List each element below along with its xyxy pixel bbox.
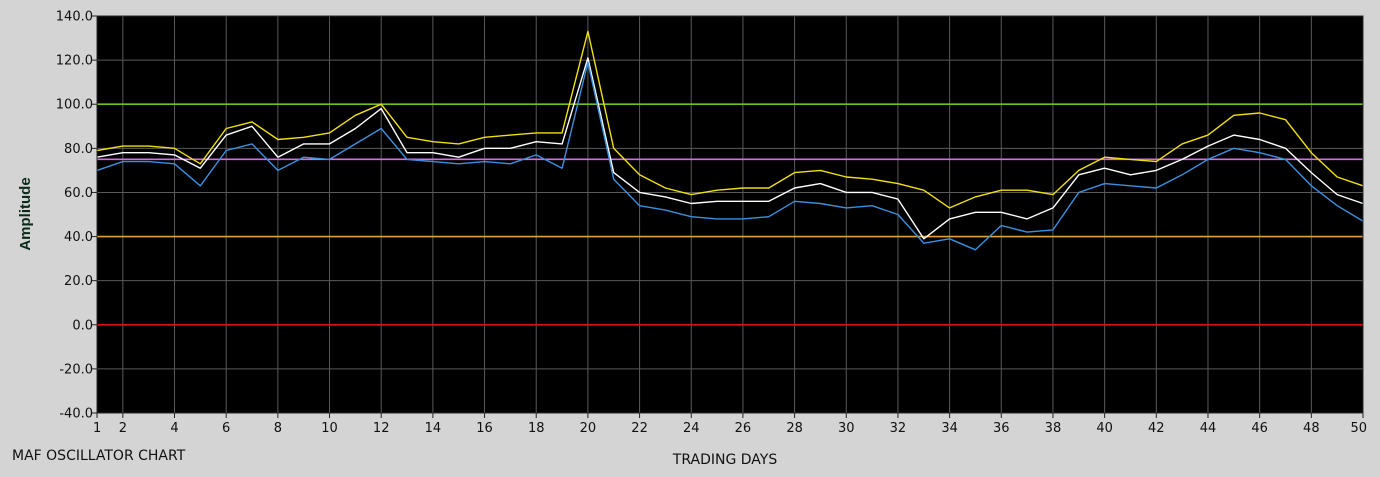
x-tick-label: 30	[838, 421, 855, 436]
x-tick-label: 24	[683, 421, 700, 436]
x-tick-label: 6	[222, 421, 230, 436]
y-tick-label: 100.0	[56, 98, 93, 113]
x-tick-label: 22	[631, 421, 648, 436]
y-tick-label: 20.0	[64, 274, 93, 289]
y-tick-label: 60.0	[64, 186, 93, 201]
data-series	[96, 30, 1364, 251]
x-tick-label: 44	[1200, 421, 1217, 436]
y-tick-label: 140.0	[56, 10, 93, 25]
x-tick-label: 38	[1045, 421, 1062, 436]
y-tick-label: 0.0	[72, 318, 93, 333]
x-tick-label: 10	[321, 421, 338, 436]
x-tick-label: 12	[373, 421, 390, 436]
x-tick-label: 32	[890, 421, 907, 436]
x-tick-label: 48	[1303, 421, 1320, 436]
x-tick-label: 46	[1251, 421, 1268, 436]
series-line-3	[96, 61, 1364, 251]
y-tick-label: 120.0	[56, 54, 93, 69]
x-tick-label: 36	[993, 421, 1010, 436]
x-tick-label: 16	[476, 421, 493, 436]
x-tick-label: 42	[1148, 421, 1165, 436]
series-line-1	[96, 30, 1364, 209]
x-tick-label: 26	[735, 421, 752, 436]
y-tick-label: -20.0	[59, 362, 93, 377]
plot-border	[96, 15, 1364, 414]
series-line-2	[96, 57, 1364, 240]
x-tick-label: 8	[274, 421, 282, 436]
reference-lines	[97, 103, 1363, 326]
x-tick-label: 34	[941, 421, 958, 436]
chart-caption: MAF OSCILLATOR CHART	[12, 448, 186, 464]
x-tick-label: 28	[786, 421, 803, 436]
x-tick-label: 14	[425, 421, 442, 436]
plot-area	[97, 16, 1363, 413]
x-tick-label: 1	[93, 421, 101, 436]
y-tick-label: 80.0	[64, 142, 93, 157]
y-tick-labels: -40.0 -20.0 0.0 20.0 40.0 60.0 80.0 100.0 120.0 1…	[56, 10, 93, 422]
x-tick-label: 20	[580, 421, 597, 436]
x-tick-label: 18	[528, 421, 545, 436]
x-tick-label: 40	[1096, 421, 1113, 436]
y-tick-label: -40.0	[59, 407, 93, 422]
axes	[92, 15, 1364, 418]
x-tick-label: 50	[1350, 421, 1367, 436]
y-axis-title: Amplitude	[17, 177, 34, 250]
y-tick-label: 40.0	[64, 230, 93, 245]
x-tick-labels: 1 2 4 6 8 10 12 14 16 18 20 22 24 26 28 30 32 34 36 38 40 42 4…	[93, 421, 1367, 436]
x-tick-label: 2	[119, 421, 127, 436]
x-tick-label: 4	[170, 421, 178, 436]
